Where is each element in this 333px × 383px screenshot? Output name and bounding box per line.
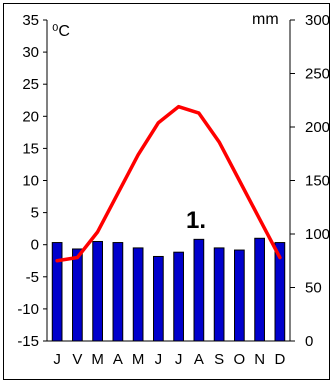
left-tick-label: 30 bbox=[22, 44, 39, 61]
precipitation-bar bbox=[73, 249, 83, 341]
precipitation-bar bbox=[154, 256, 164, 341]
left-tick-label: 25 bbox=[22, 76, 39, 93]
month-label: M bbox=[91, 351, 104, 368]
month-label: A bbox=[194, 351, 204, 368]
left-tick-label: 15 bbox=[22, 140, 39, 157]
left-tick-label: -5 bbox=[26, 269, 39, 286]
month-label: M bbox=[132, 351, 145, 368]
right-tick-label: 150 bbox=[305, 173, 330, 190]
left-tick-label: -15 bbox=[17, 333, 39, 350]
right-unit-label: mm bbox=[252, 11, 279, 28]
right-tick-label: 100 bbox=[305, 226, 330, 243]
month-label: N bbox=[254, 351, 265, 368]
right-tick-label: 250 bbox=[305, 66, 330, 83]
chart-annotation: 1. bbox=[186, 207, 206, 234]
month-label: J bbox=[53, 351, 61, 368]
precipitation-bar bbox=[113, 243, 123, 341]
precipitation-bar bbox=[214, 248, 224, 341]
left-tick-label: -10 bbox=[17, 301, 39, 318]
right-tick-label: 50 bbox=[305, 280, 322, 297]
left-tick-label: 0 bbox=[31, 237, 39, 254]
month-label: V bbox=[72, 351, 82, 368]
precipitation-bar bbox=[93, 241, 103, 341]
right-tick-label: 0 bbox=[305, 333, 313, 350]
month-label: J bbox=[155, 351, 163, 368]
precipitation-bar bbox=[255, 238, 265, 341]
month-label: J bbox=[175, 351, 183, 368]
left-unit-label: ⁰C bbox=[52, 23, 70, 40]
left-tick-label: 10 bbox=[22, 173, 39, 190]
left-tick-label: 20 bbox=[22, 108, 39, 125]
right-tick-label: 200 bbox=[305, 119, 330, 136]
left-tick-label: 5 bbox=[31, 205, 39, 222]
precipitation-bar bbox=[174, 252, 184, 341]
precipitation-bar bbox=[52, 243, 62, 341]
month-label: A bbox=[113, 351, 123, 368]
precipitation-bar bbox=[133, 248, 143, 341]
precipitation-bar bbox=[194, 239, 204, 341]
left-tick-label: 35 bbox=[22, 12, 39, 29]
month-label: D bbox=[274, 351, 285, 368]
precipitation-bar bbox=[235, 250, 245, 341]
right-tick-label: 300 bbox=[305, 12, 330, 29]
month-label: O bbox=[234, 351, 246, 368]
month-label: S bbox=[214, 351, 224, 368]
